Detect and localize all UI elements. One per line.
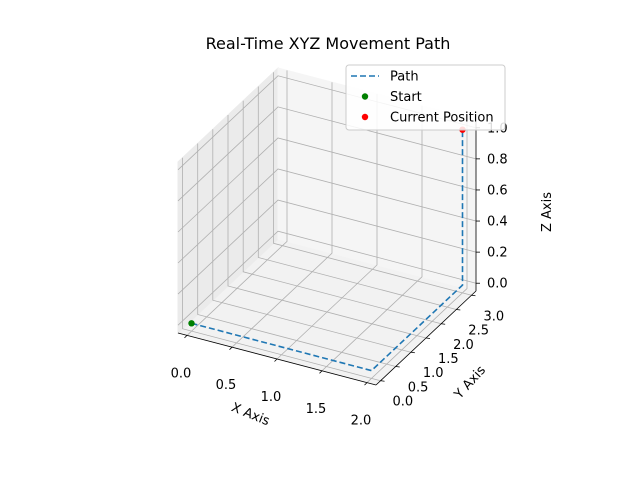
y-tick-label: 2.0: [453, 338, 474, 353]
x-tick-label: 1.0: [261, 390, 282, 405]
legend: Path Start Current Position: [345, 64, 506, 131]
z-tick-label: 0.6: [487, 183, 508, 198]
x-gridline: [321, 105, 423, 372]
x-tick: [184, 335, 188, 339]
z-gridline: [177, 106, 477, 202]
x-tick: [229, 346, 233, 350]
legend-label: Current Position: [390, 111, 494, 126]
start-point: [188, 320, 195, 327]
x-gridline: [186, 70, 288, 336]
z-tick-label: 0.0: [487, 277, 508, 292]
y-axis-label: Y Axis: [451, 363, 489, 403]
y-gridline: [273, 72, 472, 296]
y-tick-label: 1.5: [438, 352, 459, 367]
z-gridline: [177, 199, 477, 295]
x-tick: [319, 370, 323, 374]
legend-label: Start: [390, 90, 422, 105]
x-tick: [364, 382, 368, 386]
y-tick: [380, 380, 385, 382]
y-tick: [456, 309, 461, 311]
y-tick: [425, 337, 431, 339]
y-tick: [471, 294, 476, 297]
x-tick-label: 2.0: [351, 414, 372, 429]
x-gridline: [366, 117, 468, 383]
y-tick: [395, 366, 400, 368]
x-gridline: [231, 82, 333, 348]
y-tick: [410, 351, 415, 354]
y-tick-label: 1.0: [423, 366, 444, 381]
y-tick: [441, 323, 446, 325]
x-gridline: [276, 94, 378, 360]
z-gridline: [177, 137, 477, 233]
y-gridline: [182, 157, 381, 382]
x-tick-label: 0.5: [216, 378, 237, 393]
y-gridline: [212, 129, 411, 353]
z-axis-label: Z Axis: [540, 192, 555, 232]
y-gridline: [242, 100, 442, 325]
legend-frame: [345, 64, 506, 131]
x-tick-label: 1.5: [306, 402, 327, 417]
z-tick-label: 0.8: [487, 152, 508, 167]
y-tick-label: 0.5: [408, 380, 429, 395]
x-tick-label: 0.0: [171, 366, 192, 381]
z-gridline: [177, 168, 477, 264]
chart-title: Real-Time XYZ Movement Path: [206, 34, 451, 53]
y-tick-label: 3.0: [483, 309, 504, 324]
y-gridline: [197, 143, 396, 367]
path-line: [191, 129, 464, 372]
legend-label: Path: [390, 70, 419, 85]
x-tick: [274, 358, 278, 362]
z-tick-label: 0.2: [487, 246, 508, 261]
y-gridline: [227, 115, 427, 339]
legend-marker-current-position: [361, 113, 369, 121]
y-gridline: [257, 86, 457, 310]
y-tick-label: 2.5: [468, 324, 489, 339]
legend-marker-start: [361, 93, 369, 100]
z-gridline: [177, 230, 477, 326]
y-tick-label: 0.0: [393, 395, 414, 410]
z-tick-label: 0.4: [487, 215, 508, 230]
